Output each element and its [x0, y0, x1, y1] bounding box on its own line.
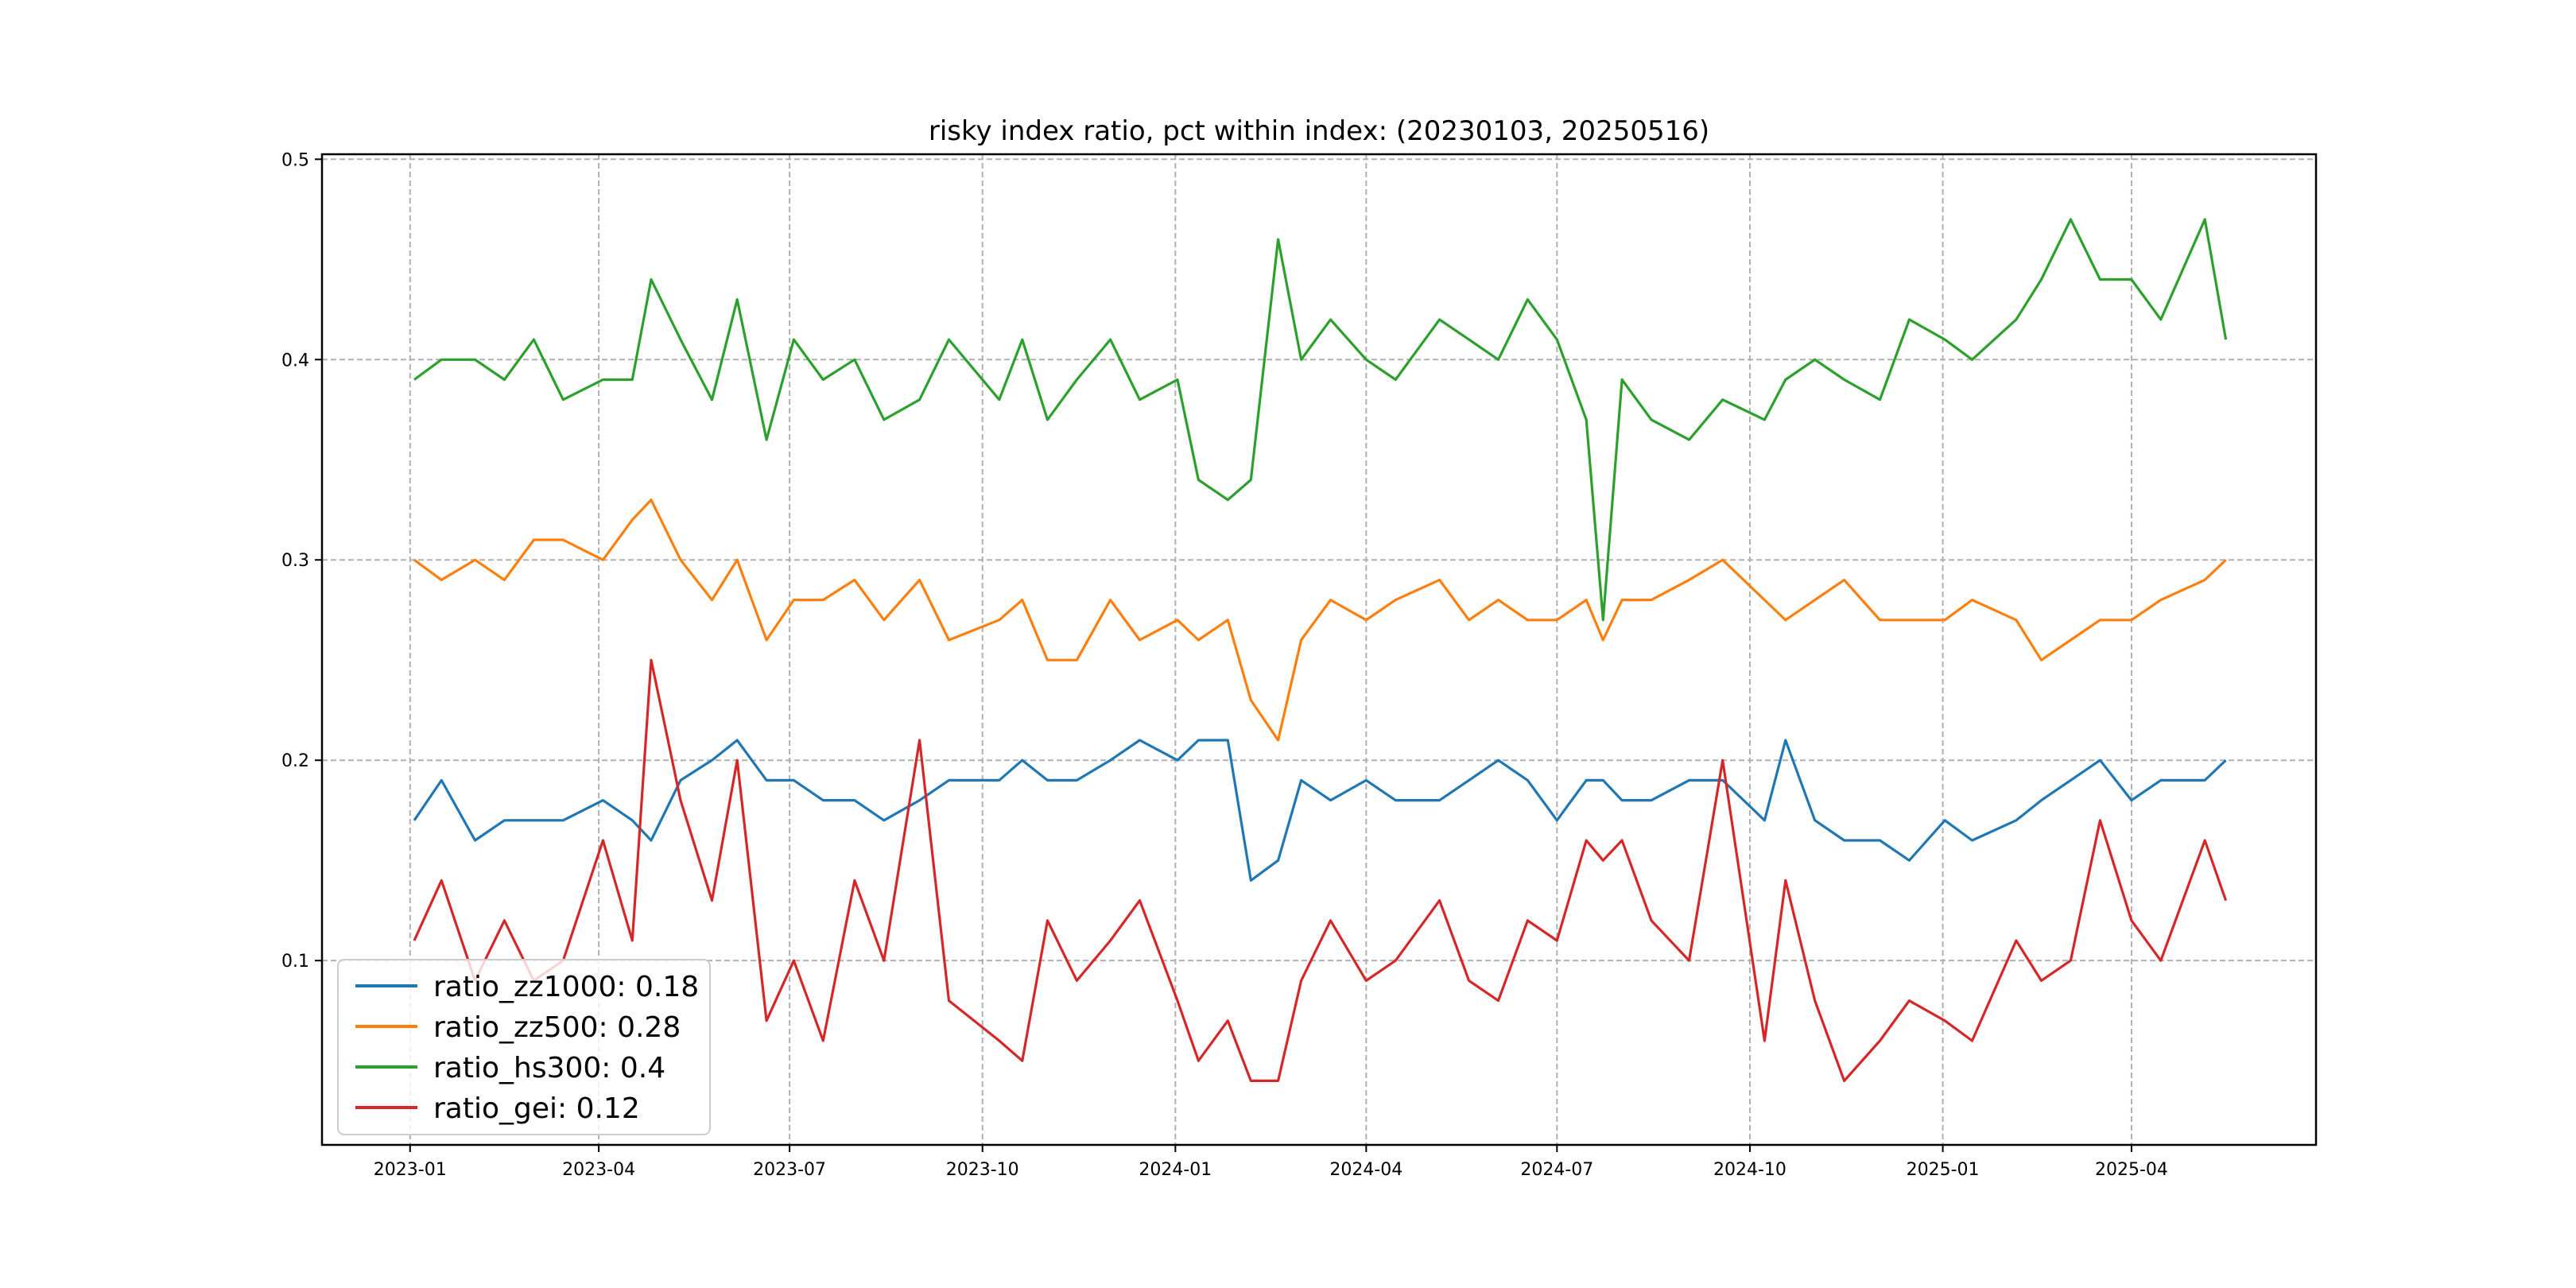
legend-box [337, 959, 711, 1135]
x-tick-label: 2023-01 [374, 1160, 447, 1180]
x-tick-label: 2024-10 [1713, 1160, 1787, 1180]
series-line-ratio-gei [413, 658, 2228, 1083]
grid [322, 154, 2316, 1145]
chart-title: risky index ratio, pct within index: (20… [929, 115, 1709, 147]
x-tick-label: 2025-01 [1907, 1160, 1980, 1180]
x-tick-label: 2024-04 [1329, 1160, 1402, 1180]
x-tick-label: 2024-01 [1139, 1160, 1212, 1180]
x-tick-label: 2023-10 [946, 1160, 1019, 1180]
legend-label: ratio_zz1000: 0.18 [433, 971, 699, 1003]
y-tick-label: 0.4 [281, 351, 309, 370]
series-line-ratio-zz500 [413, 499, 2227, 742]
legend-label: ratio_hs300: 0.4 [433, 1052, 665, 1084]
y-axis: 0.1 0.2 0.3 0.4 0.5 [281, 150, 322, 972]
y-tick-label: 0.5 [281, 150, 309, 170]
legend-label: ratio_gei: 0.12 [433, 1092, 640, 1125]
x-tick-label: 2024-07 [1520, 1160, 1593, 1180]
y-tick-label: 0.2 [281, 751, 309, 771]
y-tick-label: 0.1 [281, 952, 309, 972]
x-tick-label: 2025-04 [2095, 1160, 2168, 1180]
series-line-ratio-zz1000 [413, 739, 2227, 883]
y-tick-label: 0.3 [281, 551, 309, 571]
x-axis: 2023-01 2023-04 2023-07 2023-10 2024-01 2024-… [374, 1145, 2168, 1180]
legend-label: ratio_zz500: 0.28 [433, 1011, 681, 1044]
series-lines [413, 218, 2228, 1083]
legend: ratio_zz1000: 0.18 ratio_zz500: 0.28 ratio… [337, 959, 711, 1135]
plot-frame [320, 153, 2318, 1146]
x-tick-label: 2023-07 [753, 1160, 826, 1180]
series-line-ratio-hs300 [413, 218, 2228, 622]
x-tick-label: 2023-04 [562, 1160, 635, 1180]
